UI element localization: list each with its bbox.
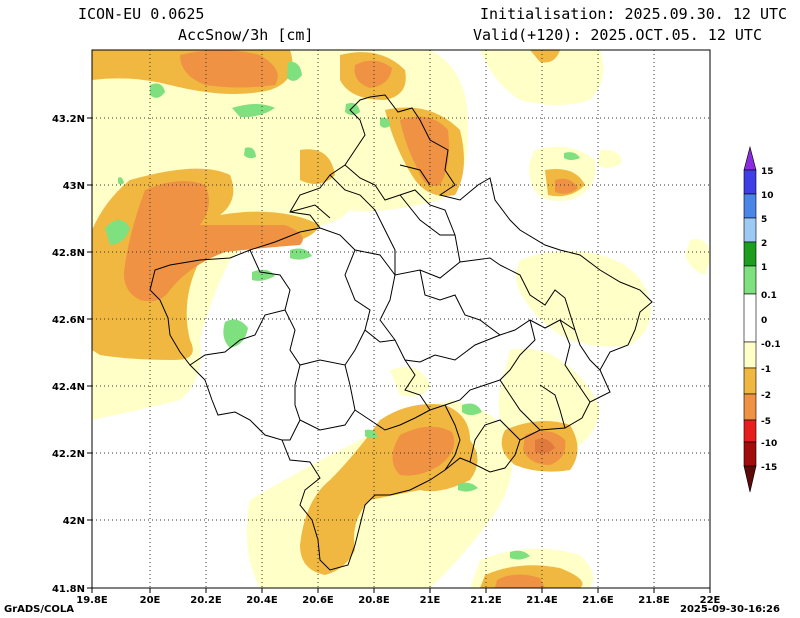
model-title: ICON-EU 0.0625 xyxy=(78,5,205,23)
colorbar-label: 1 xyxy=(761,263,767,273)
colorbar-swatch xyxy=(743,193,757,219)
colorbar-swatch xyxy=(743,441,757,467)
x-axis-labels: 19.8E 20E 20.2E 20.4E 20.6E 20.8E 21E 21… xyxy=(76,595,720,606)
snow-field xyxy=(92,50,710,588)
valid-time: Valid(+120): 2025.OCT.05. 12 UTC xyxy=(473,26,762,44)
x-tick-label: 21.2E xyxy=(470,595,502,606)
colorbar-label: -1 xyxy=(761,365,771,375)
colorbar-label: 0.1 xyxy=(761,291,777,301)
x-tick-label: 19.8E xyxy=(76,595,108,606)
green-areas xyxy=(105,61,580,560)
x-tick-label: 20.8E xyxy=(358,595,390,606)
x-tick-label: 20E xyxy=(140,595,161,606)
y-tick-label: 43N xyxy=(63,181,85,192)
y-tick-label: 42.6N xyxy=(52,315,85,326)
colorbar-swatch xyxy=(743,341,757,369)
colorbar-label: 2 xyxy=(761,239,767,249)
x-tick-label: 21.6E xyxy=(582,595,614,606)
colorbar xyxy=(743,145,757,493)
colorbar-label: 5 xyxy=(761,215,767,225)
colorbar-swatch xyxy=(743,367,757,395)
footer-credit: GrADS/COLA xyxy=(4,604,74,615)
x-tick-label: 20.2E xyxy=(190,595,222,606)
y-axis-labels: 43.2N 43N 42.8N 42.6N 42.4N 42.2N 42N 41… xyxy=(52,114,85,595)
x-tick-label: 22E xyxy=(700,595,721,606)
y-tick-label: 43.2N xyxy=(52,114,85,125)
colorbar-label: -15 xyxy=(761,463,777,473)
field-title: AccSnow/3h [cm] xyxy=(178,26,314,44)
x-tick-label: 21.4E xyxy=(526,595,558,606)
colorbar-label: -0.1 xyxy=(761,340,781,350)
x-tick-label: 20.6E xyxy=(302,595,334,606)
colorbar-labels: 15 10 5 2 1 0.1 0 -0.1 -1 -2 -5 -10 -15 xyxy=(761,167,781,473)
orange-areas xyxy=(124,50,578,588)
colorbar-bottom-arrow xyxy=(743,465,757,493)
colorbar-label: 10 xyxy=(761,191,774,201)
footer-timestamp: 2025-09-30-16:26 xyxy=(680,604,780,615)
y-tick-label: 42.8N xyxy=(52,248,85,259)
grid xyxy=(92,50,710,588)
colorbar-top-arrow xyxy=(743,145,757,171)
colorbar-swatch xyxy=(743,293,757,343)
colorbar-label: -2 xyxy=(761,391,771,401)
colorbar-swatch xyxy=(743,241,757,267)
colorbar-swatch xyxy=(743,265,757,295)
y-tick-label: 42.4N xyxy=(52,382,85,393)
y-tick-label: 41.8N xyxy=(52,584,85,595)
x-tick-label: 21E xyxy=(420,595,441,606)
colorbar-label: -10 xyxy=(761,439,777,449)
colorbar-swatch xyxy=(743,217,757,243)
colorbar-swatch xyxy=(743,419,757,443)
colorbar-label: 0 xyxy=(761,316,767,326)
colorbar-label: -5 xyxy=(761,417,771,427)
colorbar-label: 15 xyxy=(761,167,774,177)
tick-marks xyxy=(87,117,711,593)
init-time: Initialisation: 2025.09.30. 12 UTC xyxy=(480,5,788,23)
x-tick-label: 20.4E xyxy=(246,595,278,606)
x-tick-label: 21.8E xyxy=(638,595,670,606)
dark-orange-core xyxy=(535,438,555,454)
colorbar-swatch xyxy=(743,169,757,195)
y-tick-label: 42.2N xyxy=(52,449,85,460)
borders xyxy=(149,94,653,571)
y-tick-label: 42N xyxy=(63,516,85,527)
colorbar-swatch xyxy=(743,393,757,421)
